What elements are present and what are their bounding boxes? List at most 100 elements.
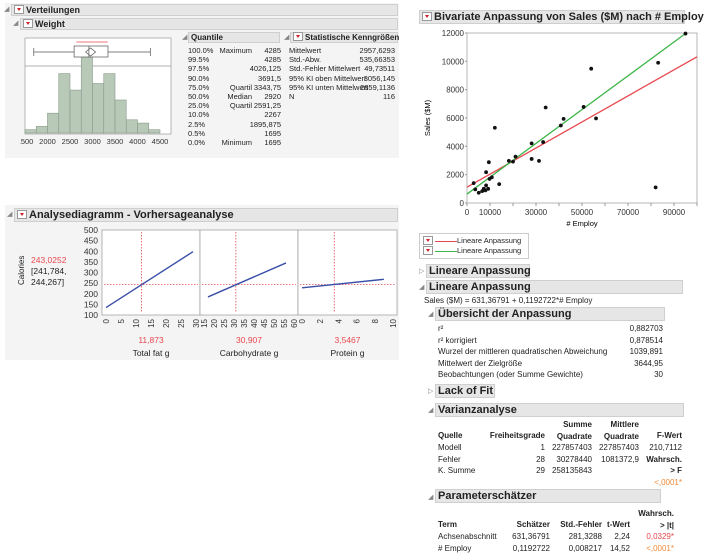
data-point[interactable] (497, 182, 502, 187)
fit-collapsed-header[interactable]: Lineare Anpassung (426, 264, 531, 278)
quantile-percent: 97.5% (188, 64, 210, 74)
collapse-triangle-icon[interactable]: ◢ (182, 34, 188, 41)
data-point[interactable] (653, 185, 658, 190)
data-point[interactable] (656, 60, 661, 65)
collapse-triangle-icon[interactable]: ◢ (428, 494, 434, 501)
data-point[interactable] (581, 105, 586, 109)
red-triangle-menu-icon[interactable] (14, 5, 24, 15)
red-triangle-menu-icon[interactable] (423, 235, 433, 245)
bivariate-header[interactable]: Bivariate Anpassung von Sales ($M) nach … (419, 10, 704, 24)
params-header[interactable]: Parameterschätzer (435, 489, 661, 503)
y-tick-label: 300 (84, 268, 98, 278)
factor-panel-0[interactable]: 0 5 10 15 20 25 30 11,873 Total fat g (101, 229, 201, 358)
quantile-row: 25.0% (188, 101, 209, 110)
data-point[interactable] (489, 175, 494, 180)
factor-current-value[interactable]: 30,907 (236, 335, 262, 345)
expand-triangle-icon[interactable]: ▷ (419, 268, 425, 275)
quantile-percent: 0.0% (188, 138, 206, 147)
collapse-triangle-icon[interactable]: ◢ (13, 20, 19, 27)
anova-cell: 28 (536, 454, 545, 464)
summary-label: Beobachtungen (oder Summe Gewichte) (438, 370, 583, 379)
weight-header[interactable]: Weight (20, 18, 398, 30)
distribution-title: Verteilungen (26, 5, 81, 15)
factor-name: Carbohydrate g (220, 348, 279, 358)
data-point[interactable] (473, 187, 478, 192)
y-tick-label: 2000 (446, 171, 464, 180)
legend-item-green[interactable]: Lineare Anpassung (423, 245, 521, 256)
collapse-triangle-icon[interactable]: ◢ (428, 311, 434, 318)
summary-header[interactable]: Übersicht der Anpassung (435, 307, 665, 321)
x-tick-label: 30 (230, 318, 239, 327)
data-point[interactable] (484, 183, 488, 188)
quantile-value: 2591,25 (253, 101, 281, 111)
quantiles-header[interactable]: Quantile (188, 32, 280, 43)
quantile-percent: 2.5% (188, 119, 206, 129)
profiler-header[interactable]: Analysediagramm - Vorhersageanalyse (14, 208, 398, 222)
red-triangle-menu-icon[interactable] (293, 32, 303, 42)
quantile-value: 1695 (264, 138, 281, 147)
response-label: Calories (17, 255, 26, 285)
stats-header[interactable]: Statistische Kenngrößen (290, 32, 399, 43)
collapse-triangle-icon[interactable]: ◢ (428, 407, 434, 414)
anova-cell: Modell (438, 443, 462, 452)
y-tick-label: 10000 (442, 57, 465, 66)
anova-column-header: Quelle (438, 431, 463, 440)
x-tick-label: 50000 (571, 208, 594, 217)
quantile-value: 3691,5 (258, 73, 281, 83)
red-triangle-menu-icon[interactable] (422, 11, 432, 21)
fit-title: Lineare Anpassung (429, 265, 531, 277)
data-point[interactable] (513, 154, 518, 159)
quantile-row: 100.0% (188, 46, 213, 55)
data-point[interactable] (561, 116, 566, 121)
data-point[interactable] (537, 159, 541, 163)
factor-panel-2[interactable]: 0 2 4 6 8 10 3,5467 Protein g (297, 229, 398, 358)
data-point[interactable] (486, 160, 491, 165)
quantile-value: 4285 (264, 55, 281, 65)
data-point[interactable] (589, 66, 594, 71)
data-point[interactable] (543, 105, 548, 110)
data-point[interactable] (529, 141, 534, 146)
lack-of-fit-header[interactable]: Lack of Fit (435, 384, 495, 398)
legend-item-red[interactable]: Lineare Anpassung (423, 235, 521, 246)
anova-column-header: F-Wert (656, 431, 682, 440)
distribution-header[interactable]: Verteilungen (11, 4, 398, 16)
quantile-row: 90.0% (188, 74, 209, 83)
data-point[interactable] (529, 157, 534, 161)
data-point[interactable] (511, 159, 515, 164)
collapse-triangle-icon[interactable]: ◢ (4, 6, 10, 13)
data-point[interactable] (683, 31, 688, 36)
data-point[interactable] (486, 186, 491, 191)
summary-value: 30 (654, 370, 663, 379)
collapse-triangle-icon[interactable]: ◢ (419, 284, 425, 291)
quantile-row: 0.0% (188, 138, 205, 147)
fit-open-header[interactable]: Lineare Anpassung (426, 280, 683, 294)
anova-cell: 1081372,9 (601, 454, 639, 464)
red-triangle-menu-icon[interactable] (423, 245, 433, 255)
data-point[interactable] (476, 190, 481, 195)
expand-triangle-icon[interactable]: ▷ (428, 388, 434, 395)
plot-frame (466, 32, 698, 204)
data-point[interactable] (558, 123, 563, 128)
red-triangle-menu-icon[interactable] (17, 209, 27, 219)
y-tick-label: 0 (460, 199, 465, 208)
fit-line-1[interactable] (466, 32, 687, 195)
data-point[interactable] (484, 170, 488, 175)
collapse-triangle-icon[interactable]: ◢ (284, 34, 290, 41)
data-point[interactable] (506, 159, 511, 163)
anova-header[interactable]: Varianzanalyse (435, 403, 684, 417)
factor-panel-1[interactable]: 15 20 25 30 35 40 45 50 55 60 30,907 Carbohydrate g (199, 229, 299, 358)
data-point[interactable] (471, 181, 476, 186)
params-title: Parameterschätzer (438, 490, 537, 502)
collapse-triangle-icon[interactable]: ◢ (7, 211, 13, 218)
red-triangle-menu-icon[interactable] (23, 19, 33, 29)
data-point[interactable] (541, 140, 546, 144)
factor-current-value[interactable]: 11,873 (138, 335, 164, 345)
histogram-bar (24, 129, 37, 134)
data-point[interactable] (483, 188, 488, 193)
quantile-row: 0.5% (188, 129, 205, 138)
factor-current-value[interactable]: 3,5467 (335, 335, 361, 345)
data-point[interactable] (594, 116, 598, 121)
data-point[interactable] (492, 125, 497, 130)
params-column-header: Schätzer (516, 520, 550, 529)
